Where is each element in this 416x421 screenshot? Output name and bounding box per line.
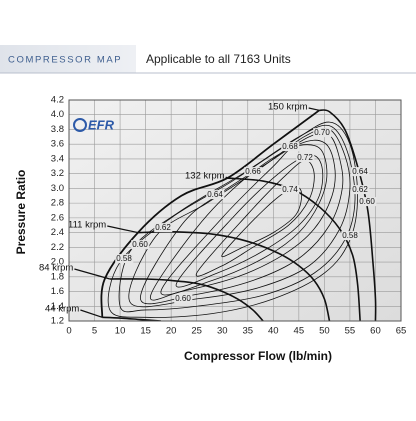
y-tick-label: 1.2 [51, 316, 64, 327]
efficiency-island [195, 160, 315, 277]
efficiency-label-bg [281, 185, 300, 195]
speed-line-label: 132 krpm [185, 171, 225, 182]
efficiency-label-bg [244, 167, 263, 177]
x-axis-title: Compressor Flow (lb/min) [184, 349, 332, 363]
x-tick-label: 55 [345, 326, 356, 337]
efficiency-island [128, 127, 351, 308]
efficiency-label-bg [131, 240, 150, 250]
speed-line-label: 84 krpm [39, 263, 73, 274]
efficiency-label: 0.58 [342, 231, 358, 240]
efficiency-label-bg [351, 167, 370, 177]
efficiency-label: 0.64 [207, 190, 223, 199]
x-tick-label: 40 [268, 326, 279, 337]
label-leader [225, 176, 228, 179]
efficiency-island [150, 139, 336, 301]
x-tick-label: 35 [242, 326, 253, 337]
x-tick-label: 5 [92, 326, 97, 337]
x-tick-label: 60 [370, 326, 381, 337]
efficiency-islands [107, 121, 358, 318]
y-axis-title: Pressure Ratio [14, 170, 28, 255]
y-tick-label: 2.6 [51, 212, 64, 223]
y-tick-label: 3.2 [51, 168, 64, 179]
x-tick-label: 25 [191, 326, 202, 337]
x-tick-label: 45 [294, 326, 305, 337]
x-tick-label: 10 [115, 326, 126, 337]
efficiency-label-bg [341, 231, 360, 241]
y-tick-label: 2.0 [51, 257, 64, 268]
efficiency-label: 0.60 [359, 197, 375, 206]
efficiency-island [107, 121, 358, 318]
x-tick-label: 65 [396, 326, 407, 337]
y-tick-label: 1.4 [51, 301, 64, 312]
efficiency-label: 0.72 [297, 153, 313, 162]
efficiency-label-bg [206, 190, 225, 200]
efficiency-label: 0.68 [282, 142, 298, 151]
label-leader [80, 309, 103, 318]
efficiency-label: 0.74 [282, 185, 298, 194]
chart-subtitle: Applicable to all 7163 Units [146, 52, 291, 66]
plot-area [69, 100, 401, 321]
x-tick-label: 20 [166, 326, 177, 337]
labels: 44 krpm 84 krpm 111 krpm 132 krpm 150 krpm 0.… [39, 102, 377, 318]
logo-swirl [73, 118, 87, 132]
efficiency-label: 0.62 [352, 185, 368, 194]
y-tick-label: 4.0 [51, 109, 64, 120]
chart-title: COMPRESSOR MAP [8, 55, 122, 66]
logo: EFR [73, 117, 115, 132]
y-tick-label: 2.4 [51, 227, 64, 238]
y-tick-label: 3.6 [51, 139, 64, 150]
efficiency-island [160, 144, 328, 296]
efficiency-label-bg [174, 294, 193, 304]
speed-line [137, 231, 331, 321]
x-tick-label: 15 [140, 326, 151, 337]
efficiency-label: 0.60 [132, 240, 148, 249]
efficiency-label-bg [154, 223, 173, 233]
efficiency-island [175, 154, 324, 288]
efficiency-island [221, 186, 303, 258]
efficiency-label: 0.60 [175, 294, 191, 303]
efficiency-label-bg [351, 185, 370, 195]
efficiency-label: 0.58 [116, 254, 132, 263]
speed-lines [100, 109, 377, 321]
efficiency-label-bg [296, 153, 315, 163]
header-band [0, 45, 136, 73]
speed-line-label: 44 krpm [45, 304, 79, 315]
y-tick-label: 4.2 [51, 95, 64, 106]
y-tick-label: 1.8 [51, 271, 64, 282]
speed-line-label: 111 krpm [68, 220, 106, 231]
efficiency-label-bg [115, 254, 134, 264]
y-tick-label: 3.8 [51, 124, 64, 135]
x-tick-label: 50 [319, 326, 330, 337]
efficiency-label: 0.64 [352, 167, 368, 176]
surge-line [100, 109, 320, 318]
y-tick-label: 2.8 [51, 198, 64, 209]
y-tick-label: 3.4 [51, 153, 64, 164]
efficiency-label: 0.70 [314, 128, 330, 137]
efficiency-label: 0.66 [245, 167, 261, 176]
y-tick-label: 2.2 [51, 242, 64, 253]
speed-line-label: 150 krpm [268, 102, 308, 113]
label-leader [107, 225, 139, 234]
x-tick-label: 30 [217, 326, 228, 337]
efficiency-label-bg [281, 142, 300, 152]
y-tick-label: 3.0 [51, 183, 64, 194]
label-leader [74, 268, 111, 280]
y-tick-label: 1.6 [51, 286, 64, 297]
x-tick-label: 0 [66, 326, 71, 337]
speed-line [227, 177, 361, 321]
logo-text: EFR [88, 117, 115, 132]
efficiency-label-bg [313, 128, 332, 138]
speed-line [109, 278, 264, 321]
speed-line [102, 316, 161, 321]
label-leader [308, 107, 320, 111]
efficiency-label-bg [358, 197, 377, 207]
efficiency-label: 0.62 [155, 223, 171, 232]
plot-frame [68, 99, 402, 322]
